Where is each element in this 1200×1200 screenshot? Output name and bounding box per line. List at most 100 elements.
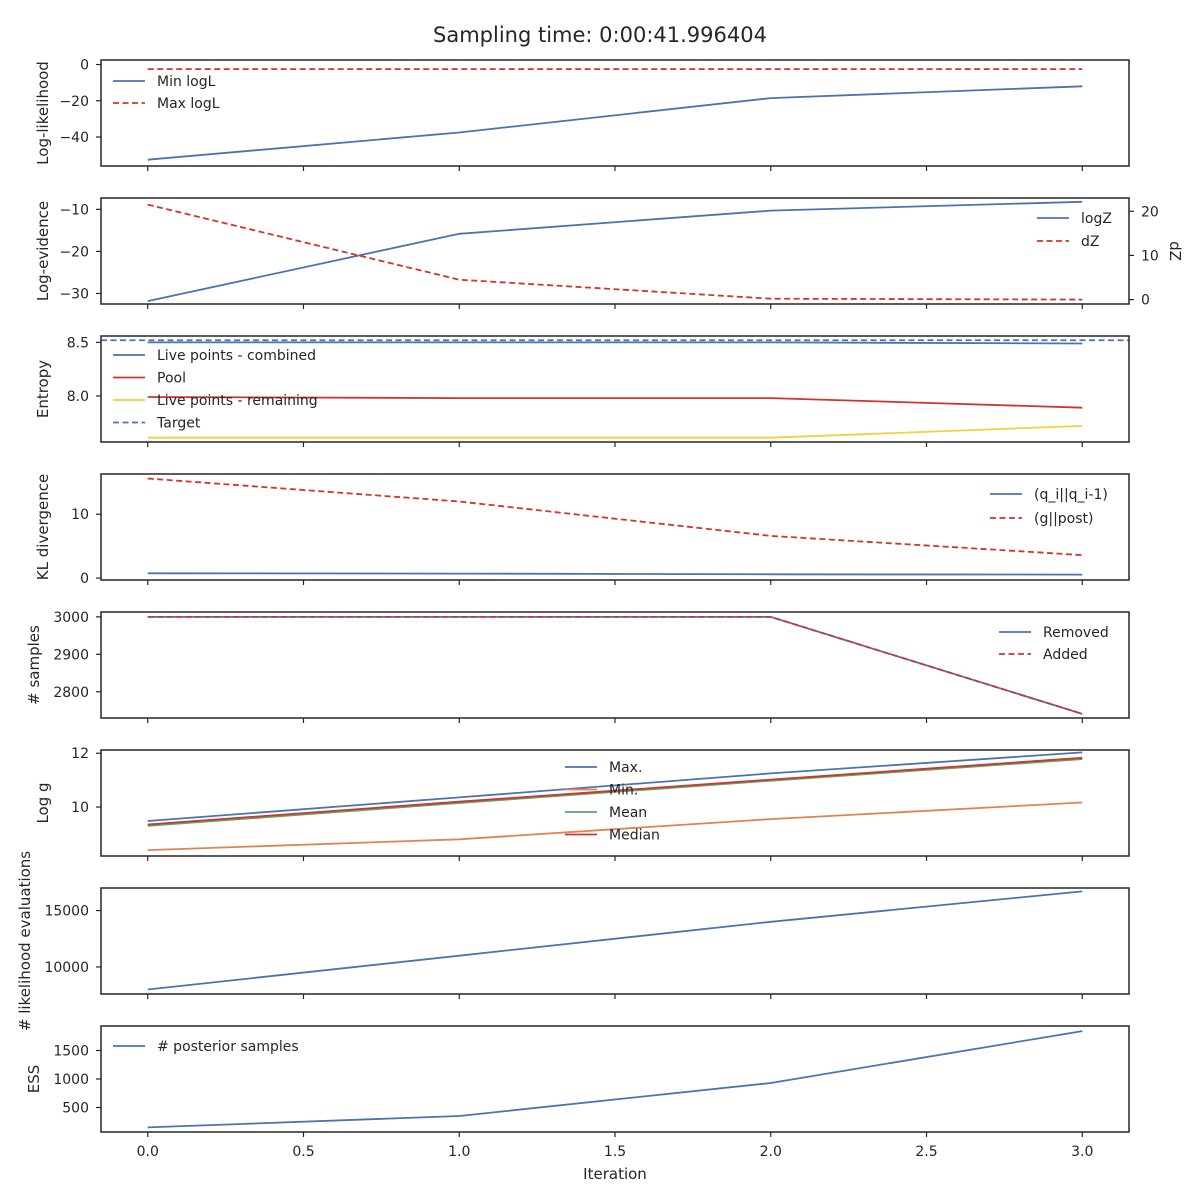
- y-tick-label: −40: [59, 130, 89, 146]
- legend: # posterior samples: [113, 1039, 299, 1055]
- legend-label: Max logL: [157, 96, 220, 112]
- series-line-removed: [147, 616, 1083, 715]
- series-line--posterior-samples: [147, 1030, 1083, 1129]
- y-tick-label: 0: [80, 58, 89, 74]
- series-line-live-points-remaining: [147, 425, 1083, 439]
- y-axis-label: ESS: [25, 1065, 43, 1094]
- x-tick-label: 1.5: [604, 1144, 626, 1160]
- y-axis-label: Log g: [34, 782, 52, 823]
- series-line-min-: [147, 801, 1083, 851]
- y-axis-label: Entropy: [34, 360, 52, 418]
- x-tick-label: 2.0: [760, 1144, 782, 1160]
- series-group: [147, 751, 1083, 851]
- subplot-8: 0.0 0.5 1.0 1.5 2.0 2.5 3.0 1500 1000 500 ESS # pos…: [25, 1025, 1130, 1160]
- y-tick-label: −10: [59, 202, 89, 218]
- series-group: [101, 339, 1129, 439]
- right-y-tick-label: 20: [1141, 204, 1159, 220]
- y-tick-label: 0: [80, 571, 89, 587]
- legend: Max. Min. Mean Median: [565, 760, 660, 844]
- axes-frame: [100, 611, 1130, 719]
- legend: Removed Added: [999, 625, 1109, 663]
- y-tick-label: 2900: [53, 647, 89, 663]
- series-line-live-points-combined: [147, 341, 1083, 345]
- legend-label: Removed: [1043, 625, 1109, 641]
- y-axis-label: KL divergence: [34, 474, 52, 580]
- subplot-1: 0 −20 −40 Log-likelihood Min logL Max logL: [34, 58, 1130, 171]
- subplot-2: −10 −20 −30 Log-evidence 0 10 20 dZ logZ dZ: [34, 197, 1184, 309]
- legend-label: Median: [609, 828, 660, 844]
- series-line-dz: [147, 203, 1083, 301]
- y-tick-label: 500: [62, 1100, 89, 1116]
- legend-label: Pool: [157, 371, 186, 387]
- y-tick-label: 3000: [53, 610, 89, 626]
- legend-label: (g||post): [1034, 511, 1093, 527]
- subplot-6: 12 10 Log g Max. Min. Mean Median: [34, 746, 1130, 861]
- legend-label: Target: [156, 416, 201, 432]
- series-group: [147, 1030, 1083, 1129]
- legend-label: dZ: [1081, 234, 1099, 250]
- y-axis-label: Log-evidence: [34, 201, 52, 301]
- legend-label: # posterior samples: [157, 1039, 299, 1055]
- y-tick-label: 15000: [44, 904, 89, 920]
- legend: (q_i||q_i-1) (g||post): [990, 487, 1108, 527]
- series-group: [147, 477, 1083, 576]
- y-tick-label: 12: [71, 746, 89, 762]
- series-line-pool: [147, 396, 1083, 409]
- series-group: [147, 200, 1083, 302]
- series-group: [147, 68, 1083, 161]
- legend-label: Max.: [609, 760, 642, 776]
- series-line-max-: [147, 751, 1083, 822]
- y-tick-label: −20: [59, 94, 89, 110]
- y-axis-label: # samples: [25, 625, 43, 705]
- series-line-series-0: [147, 890, 1083, 991]
- legend-label: (q_i||q_i-1): [1034, 487, 1108, 503]
- x-tick-label: 0.5: [292, 1144, 314, 1160]
- y-axis-label: # likelihood evaluations: [16, 851, 34, 1031]
- right-y-tick-label: 10: [1141, 248, 1159, 264]
- series-group: [147, 890, 1083, 991]
- legend-label: Added: [1043, 647, 1088, 663]
- legend-label: Live points - remaining: [157, 393, 318, 409]
- series-group: [147, 616, 1083, 715]
- series-line-median: [147, 756, 1083, 826]
- series-line-min-logl: [147, 85, 1083, 161]
- series-line-mean: [147, 758, 1083, 827]
- axes-frame: [100, 473, 1130, 581]
- figure-title: Sampling time: 0:00:41.996404: [433, 23, 767, 47]
- legend-label: Min logL: [157, 74, 216, 90]
- legend: logZ dZ: [1037, 211, 1112, 250]
- y-tick-label: 8.5: [67, 335, 89, 351]
- series-line-added: [147, 616, 1083, 715]
- y-tick-label: 1500: [53, 1044, 89, 1060]
- y-tick-label: 1000: [53, 1072, 89, 1088]
- series-line--g-post-: [147, 477, 1083, 556]
- subplot-7: 15000 10000 # likelihood evaluations: [16, 851, 1130, 1031]
- y-axis-label: Log-likelihood: [34, 61, 52, 165]
- right-y-axis-label: dZ: [1166, 241, 1184, 261]
- legend-label: logZ: [1081, 211, 1112, 227]
- legend-label: Min.: [609, 783, 638, 799]
- x-tick-label: 1.0: [448, 1144, 470, 1160]
- axes-frame: [100, 197, 1130, 305]
- y-tick-label: −20: [59, 244, 89, 260]
- y-tick-label: 2800: [53, 685, 89, 701]
- legend-label: Live points - combined: [157, 348, 316, 364]
- subplot-5: 3000 2900 2800 # samples Removed Added: [25, 610, 1130, 723]
- legend: Min logL Max logL: [113, 74, 220, 112]
- x-tick-label: 2.5: [915, 1144, 937, 1160]
- y-tick-label: 10: [71, 800, 89, 816]
- subplot-4: 10 0 KL divergence (q_i||q_i-1) (g||post): [34, 473, 1130, 587]
- legend: Live points - combined Pool Live points - …: [113, 348, 318, 432]
- y-tick-label: 10000: [44, 960, 89, 976]
- series-line-logz: [147, 200, 1083, 302]
- x-tick-label: 0.0: [137, 1144, 159, 1160]
- y-tick-label: 10: [71, 507, 89, 523]
- y-tick-label: −30: [59, 286, 89, 302]
- right-y-tick-label: 0: [1141, 293, 1150, 309]
- legend-label: Mean: [609, 805, 647, 821]
- x-axis-label: Iteration: [583, 1165, 647, 1183]
- x-tick-label: 3.0: [1071, 1144, 1093, 1160]
- y-tick-label: 8.0: [67, 389, 89, 405]
